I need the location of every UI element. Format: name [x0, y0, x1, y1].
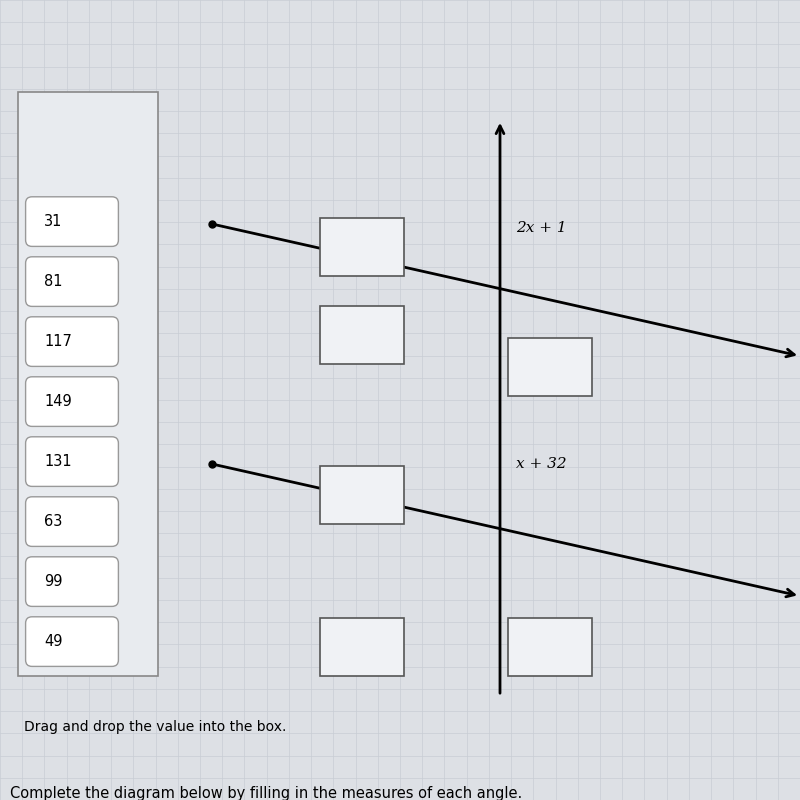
Bar — [18, 92, 158, 676]
FancyBboxPatch shape — [26, 557, 118, 606]
Bar — [508, 338, 592, 396]
Bar — [320, 618, 404, 676]
Bar — [320, 306, 404, 364]
Bar — [508, 618, 592, 676]
Text: x + 32: x + 32 — [516, 457, 566, 471]
Text: 81: 81 — [44, 274, 62, 289]
FancyBboxPatch shape — [26, 617, 118, 666]
Text: Drag and drop the value into the box.: Drag and drop the value into the box. — [24, 720, 286, 734]
Text: Complete the diagram below by filling in the measures of each angle.: Complete the diagram below by filling in… — [10, 786, 522, 800]
FancyBboxPatch shape — [26, 377, 118, 426]
Text: 131: 131 — [44, 454, 72, 469]
FancyBboxPatch shape — [26, 497, 118, 546]
Text: 149: 149 — [44, 394, 72, 409]
Bar — [320, 466, 404, 524]
FancyBboxPatch shape — [26, 257, 118, 306]
Text: 31: 31 — [44, 214, 62, 229]
Text: 117: 117 — [44, 334, 72, 349]
Text: 2x + 1: 2x + 1 — [516, 221, 566, 235]
FancyBboxPatch shape — [26, 437, 118, 486]
FancyBboxPatch shape — [26, 317, 118, 366]
Text: 99: 99 — [44, 574, 62, 589]
Text: 49: 49 — [44, 634, 62, 649]
Text: 63: 63 — [44, 514, 62, 529]
Bar — [320, 218, 404, 276]
FancyBboxPatch shape — [26, 197, 118, 246]
